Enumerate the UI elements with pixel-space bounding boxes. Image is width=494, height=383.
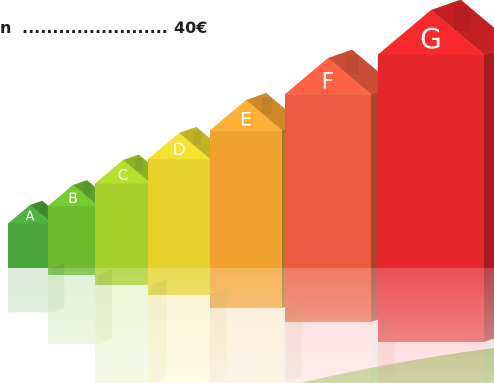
house-g-chimney [454,6,470,31]
caption-prefix: n [0,18,12,37]
house-c-label: C [118,166,128,184]
reflection-fade [0,268,494,383]
house-a-label: A [26,210,35,225]
house-e-chimney [261,97,272,115]
house-a-chimney [39,203,46,214]
house-b-label: B [68,191,78,207]
house-g-label: G [420,22,442,55]
caption-leader-dots: ........................ [22,18,168,37]
house-d-chimney [192,130,202,146]
caption-price: 40€ [174,18,208,37]
price-caption: n ........................ 40€ [0,18,230,42]
house-e-gable [210,100,282,131]
house-g-gable [378,10,484,55]
house-a-front-wall [8,223,52,268]
house-f-chimney [346,54,359,75]
house-b-chimney [84,183,91,195]
house-a-gable [8,205,52,224]
house-b-gable [48,185,98,206]
house-e-label: E [240,109,252,131]
house-f-label: F [322,70,335,95]
house-d-gable [148,133,210,160]
house-f-gable [285,58,371,95]
house-b-front-wall [48,206,98,275]
house-c-gable [95,160,151,184]
house-d-label: D [172,140,185,160]
house-c-chimney [135,158,144,171]
